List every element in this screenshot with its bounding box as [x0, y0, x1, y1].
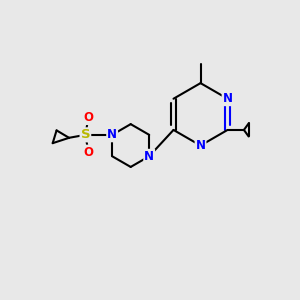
Text: S: S [81, 128, 90, 141]
Text: O: O [83, 111, 93, 124]
Text: N: N [107, 128, 117, 141]
Text: O: O [83, 146, 93, 159]
Text: N: N [223, 92, 232, 105]
Text: N: N [144, 150, 154, 163]
Text: N: N [196, 139, 206, 152]
